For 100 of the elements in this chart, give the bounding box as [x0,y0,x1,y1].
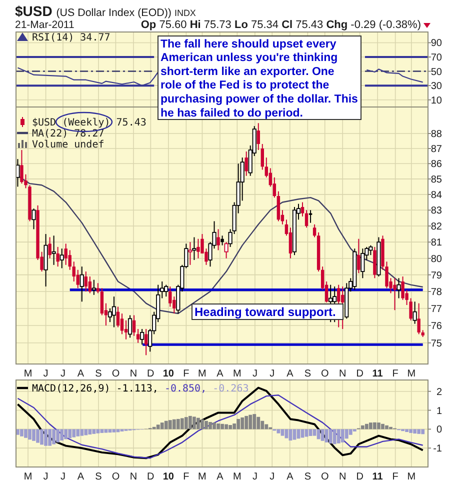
bar [176,418,180,430]
x-tick-label: O [320,368,329,380]
candlestick [401,276,404,300]
y-tick-label: 80 [430,254,442,265]
bar [332,429,336,444]
candlestick [412,301,417,324]
bar [196,418,200,430]
bar [288,429,292,441]
bar [168,420,172,430]
candlestick [32,208,36,230]
candlestick [132,314,136,336]
bar [188,416,192,430]
x-tick-label: F [183,368,190,380]
x-tick-label: M [407,368,416,380]
x-tick-label: A [77,368,84,380]
chart-title: $USD (US Dollar Index (EOD)) INDX [15,3,196,19]
candlestick [312,224,316,238]
x-tick-label: M [198,368,206,380]
series-label: -0.263 [212,384,249,394]
candlestick [260,143,264,170]
candlestick [96,282,100,294]
bar [44,429,48,446]
bar [284,429,288,438]
y-tick-label: 30 [430,81,442,92]
bar [256,416,260,430]
bar [80,429,84,436]
bar [192,416,196,430]
candlestick [80,266,84,302]
candlestick [48,236,52,259]
bar [417,429,421,434]
x-tick-label: A [286,368,294,380]
bar [48,429,52,446]
candlestick [20,149,24,184]
bar [100,429,104,433]
bar [244,416,248,430]
x-tick-label: 10 [162,368,174,380]
y-tick-label: 75 [430,338,442,350]
x-tick-label: F [183,472,190,482]
x-tick-label: J [270,368,275,380]
bar [264,424,268,430]
x-tick-label: J [60,472,66,482]
bar [104,429,108,433]
bar [236,418,240,430]
x-tick-label: J [60,368,66,380]
bar [377,422,380,430]
y-tick-label: 85 [430,174,442,186]
bar [369,422,372,430]
bar [60,429,64,441]
bar [200,419,204,430]
bar [88,429,92,434]
x-tick-label: M [233,472,242,482]
legend-label: RSI(14) 34.77 [32,32,110,44]
bar [156,424,160,430]
candlestick [92,279,96,296]
candlestick [244,151,248,176]
bar [64,429,68,440]
candlestick [64,243,68,266]
candlestick [188,242,192,266]
bar [180,418,184,430]
y-tick-label: 79 [430,270,442,282]
bar [16,429,20,435]
x-tick-label: O [112,472,120,482]
bar [373,422,376,430]
candlestick [393,278,396,311]
bar [252,414,256,430]
bar [108,429,112,433]
x-tick-label: N [339,368,346,380]
bar [240,417,244,430]
candlestick [124,320,128,340]
x-tick-label: 11 [372,472,384,482]
bar [344,429,348,439]
annotation: Volume undef [32,140,104,150]
candlestick [112,296,116,328]
bar [76,429,80,436]
y-tick-label: 81 [430,238,442,249]
candlestick [84,271,88,292]
bar [96,429,100,434]
bar [208,422,212,430]
x-tick-label: S [95,472,102,482]
candlestick [88,276,92,294]
x-tick-label: D [356,472,364,482]
candlestick [288,227,292,259]
candlestick [128,314,132,338]
candlestick [140,328,144,346]
y-tick-label: 84 [430,190,442,201]
bar [36,429,40,443]
bar [212,422,216,430]
bar [24,429,28,438]
x-tick-label: D [147,472,154,482]
x-tick-label: O [112,368,120,380]
legend-label: $USD (Weekly) 75.43 [32,118,146,128]
candlestick [396,278,401,299]
candlestick [60,248,64,269]
bar [160,422,164,430]
y-tick-label: 50 [430,66,442,78]
chart-subtitle: 21-Mar-2011 [15,19,74,31]
y-tick-label: 90 [430,38,442,50]
candlestick [196,238,200,259]
x-tick-label: A [216,472,224,482]
candlestick [220,235,224,246]
